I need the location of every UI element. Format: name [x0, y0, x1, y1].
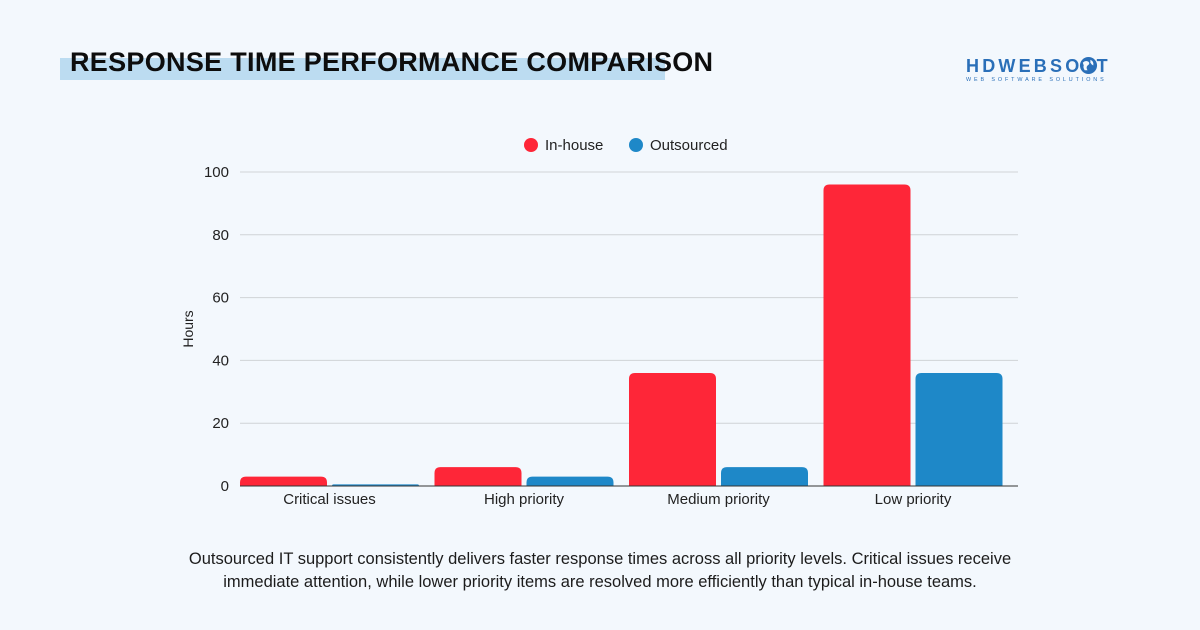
x-tick-label: High priority: [484, 491, 565, 508]
legend-marker-in-house: [524, 138, 538, 152]
x-tick-label: Low priority: [875, 491, 952, 508]
logo-tagline: WEB SOFTWARE SOLUTIONS: [966, 77, 1107, 83]
y-tick-label: 100: [204, 164, 229, 181]
bar-outsourced: [526, 476, 614, 486]
logo-name: HDWEBSOFT: [966, 56, 1111, 76]
page-title: RESPONSE TIME PERFORMANCE COMPARISON: [70, 47, 714, 77]
title-highlight: [60, 58, 665, 80]
bar-in-house: [823, 184, 911, 486]
y-tick-label: 40: [212, 352, 229, 369]
legend-label: In-house: [545, 137, 603, 154]
y-tick-label: 80: [212, 227, 229, 244]
x-tick-label: Critical issues: [283, 491, 376, 508]
chart-caption: Outsourced IT support consistently deliv…: [188, 550, 1012, 591]
y-tick-label: 0: [221, 478, 229, 495]
brand-logo: HDWEBSOFT WEB SOFTWARE SOLUTIONS: [966, 56, 1138, 86]
title-block: RESPONSE TIME PERFORMANCE COMPARISON: [60, 44, 713, 80]
bar-outsourced: [915, 372, 1003, 486]
y-tick-label: 60: [212, 290, 229, 307]
bar-in-house: [434, 467, 522, 486]
bar-in-house: [240, 476, 327, 486]
legend-marker-outsourced: [629, 138, 643, 152]
bar-outsourced: [721, 467, 808, 486]
y-axis-label: Hours: [180, 310, 196, 347]
legend-label: Outsourced: [650, 137, 728, 154]
bar-in-house: [629, 372, 716, 486]
x-tick-label: Medium priority: [667, 491, 770, 508]
y-tick-label: 20: [212, 415, 229, 432]
globe-icon: [1079, 56, 1098, 75]
